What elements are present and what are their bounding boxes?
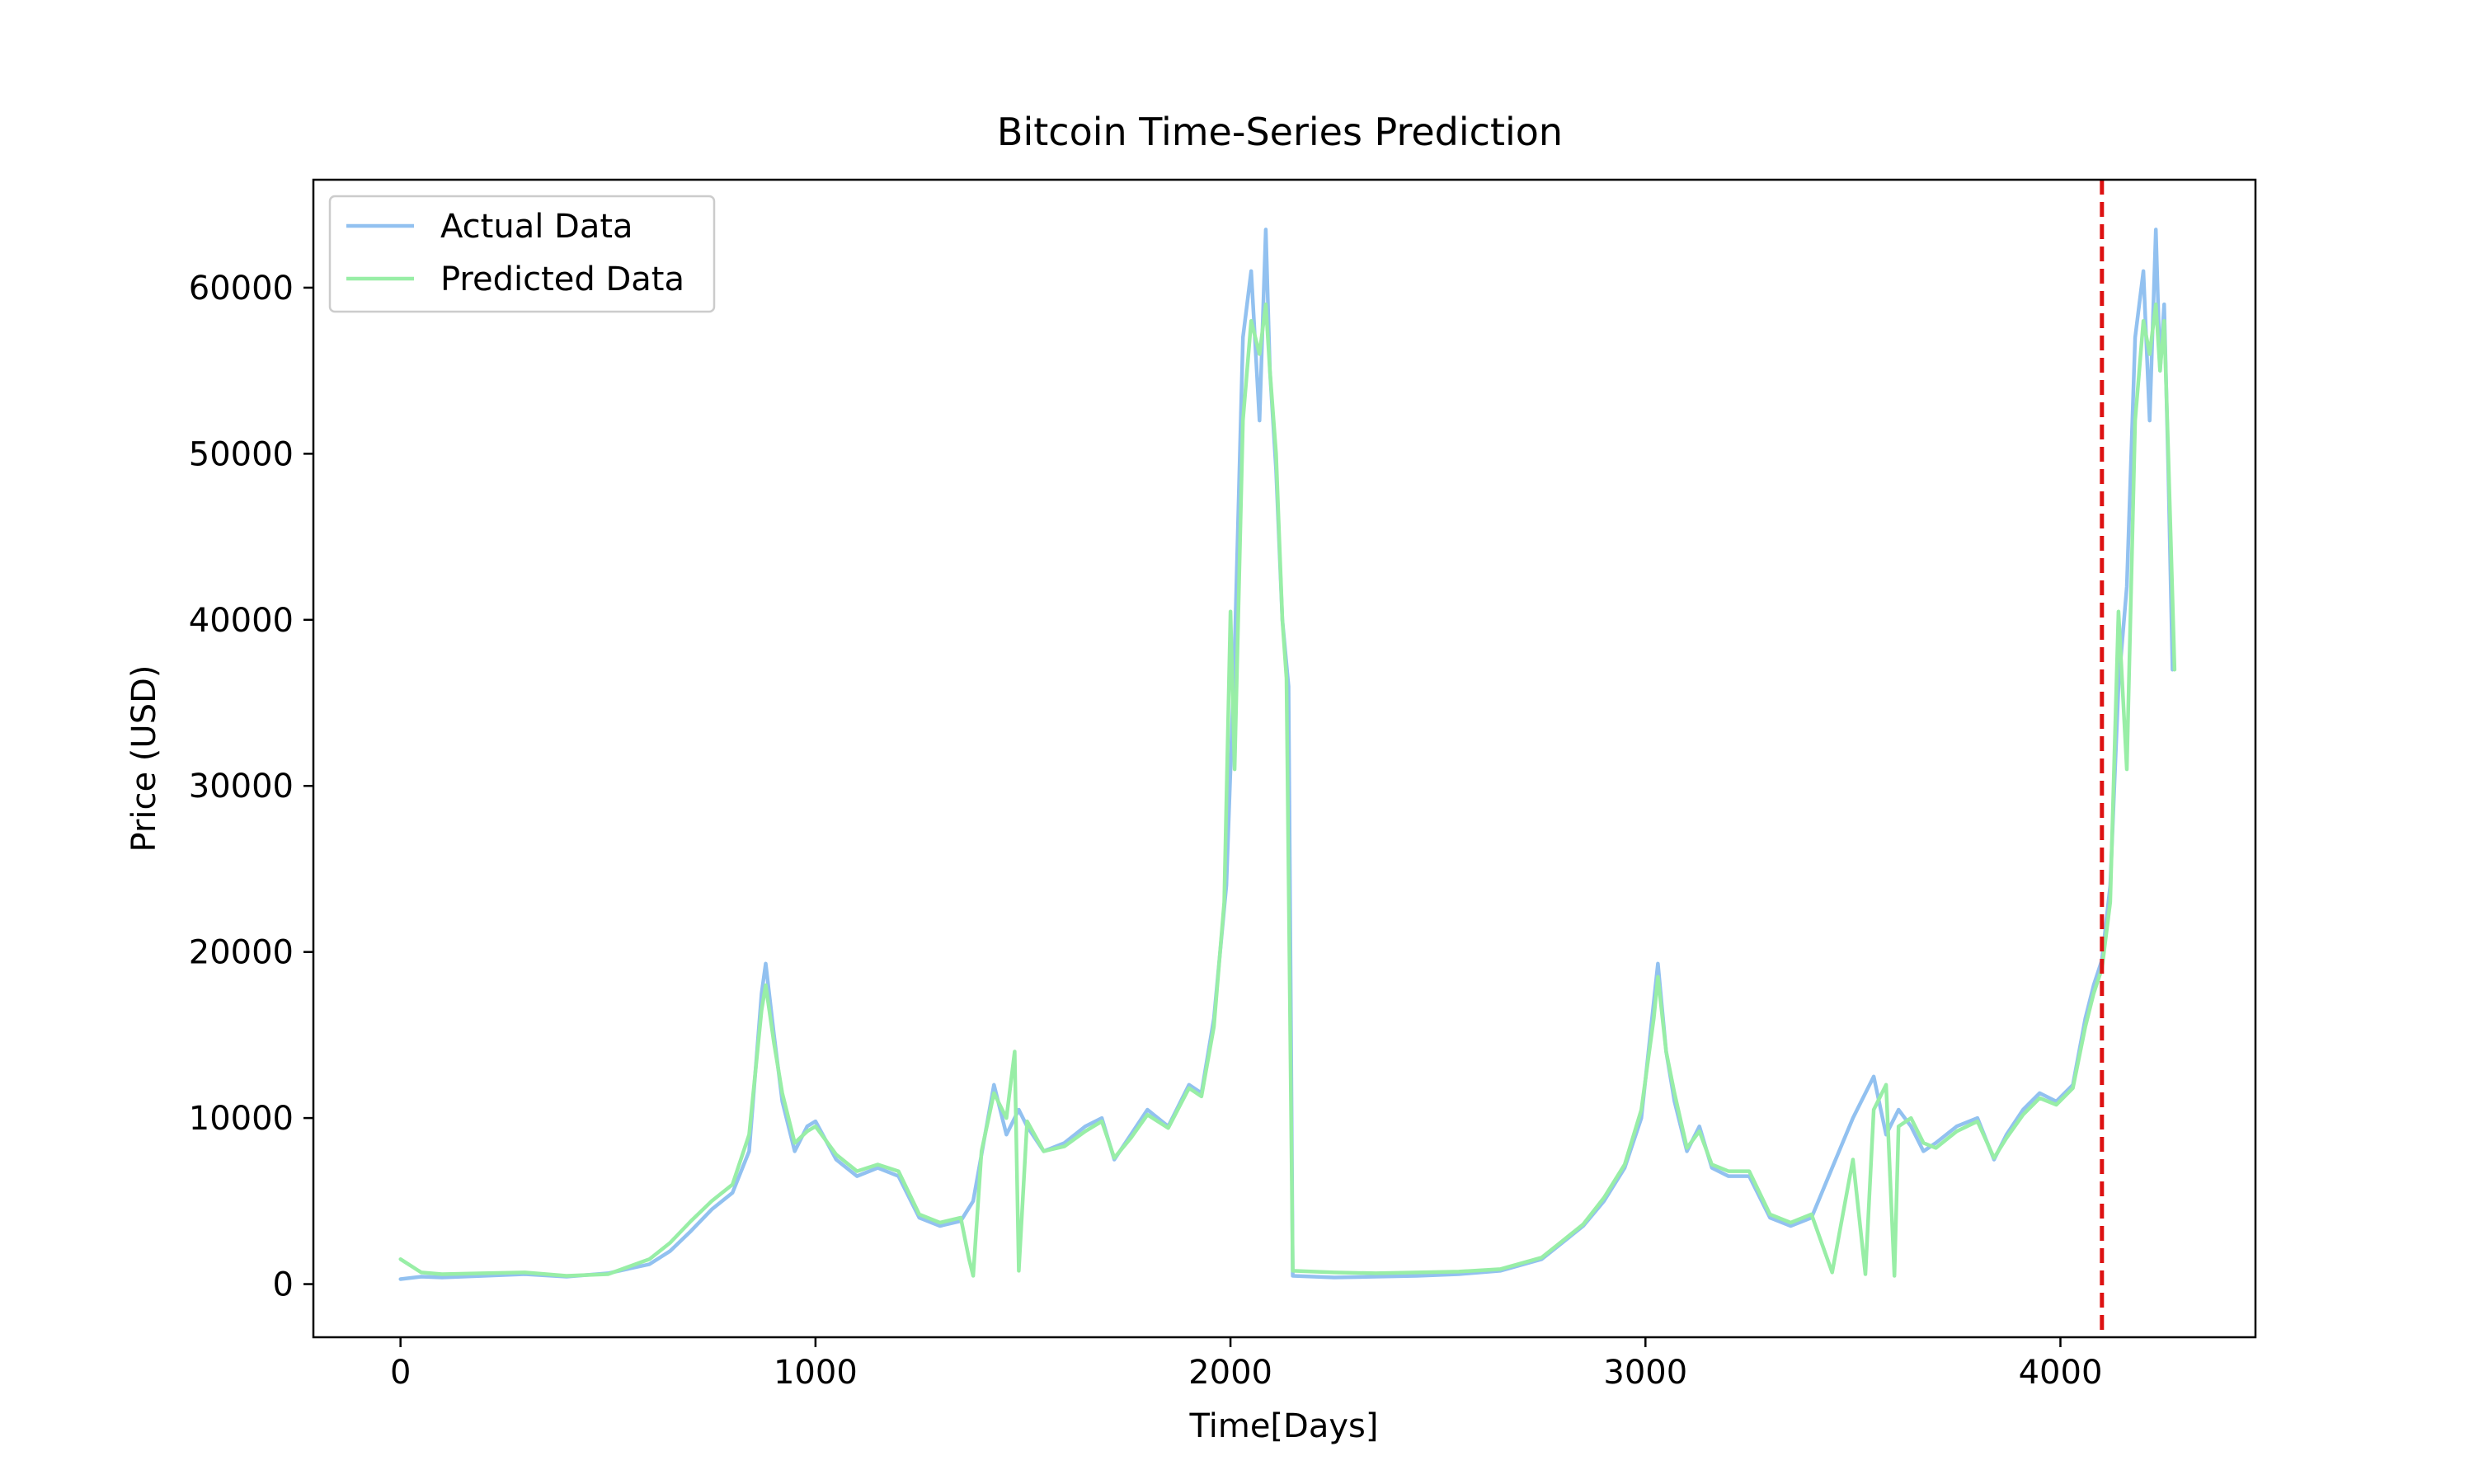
x-tick-label: 4000: [2019, 1354, 2103, 1392]
chart-title: Bitcoin Time-Series Prediction: [997, 110, 1563, 154]
x-tick-label: 1000: [774, 1354, 858, 1392]
y-tick-label: 50000: [189, 435, 294, 473]
y-axis: 0 10000 20000 30000 40000 50000 60000: [189, 270, 313, 1304]
legend: Actual Data Predicted Data: [328, 195, 716, 313]
legend-label-predicted: Predicted Data: [440, 261, 684, 298]
series-line-predicted-data: [398, 302, 2177, 1278]
x-axis: 0 1000 2000 3000 4000: [390, 1337, 2102, 1392]
y-tick-label: 20000: [189, 934, 294, 972]
x-tick-label: 0: [390, 1354, 411, 1392]
y-tick-label: 30000: [189, 768, 294, 805]
plot-series-group: [398, 228, 2177, 1281]
y-axis-label: Price (USD): [125, 665, 163, 852]
plot-frame: [312, 178, 2257, 1339]
y-tick-label: 60000: [189, 270, 294, 308]
y-tick-label: 40000: [189, 602, 294, 640]
y-tick-label: 10000: [189, 1100, 294, 1138]
x-axis-label: Time[Days]: [1189, 1407, 1379, 1445]
legend-label-actual: Actual Data: [440, 208, 633, 246]
x-tick-label: 2000: [1188, 1354, 1272, 1392]
y-tick-label: 0: [273, 1266, 294, 1304]
x-tick-label: 3000: [1603, 1354, 1687, 1392]
legend-box: [328, 195, 716, 313]
